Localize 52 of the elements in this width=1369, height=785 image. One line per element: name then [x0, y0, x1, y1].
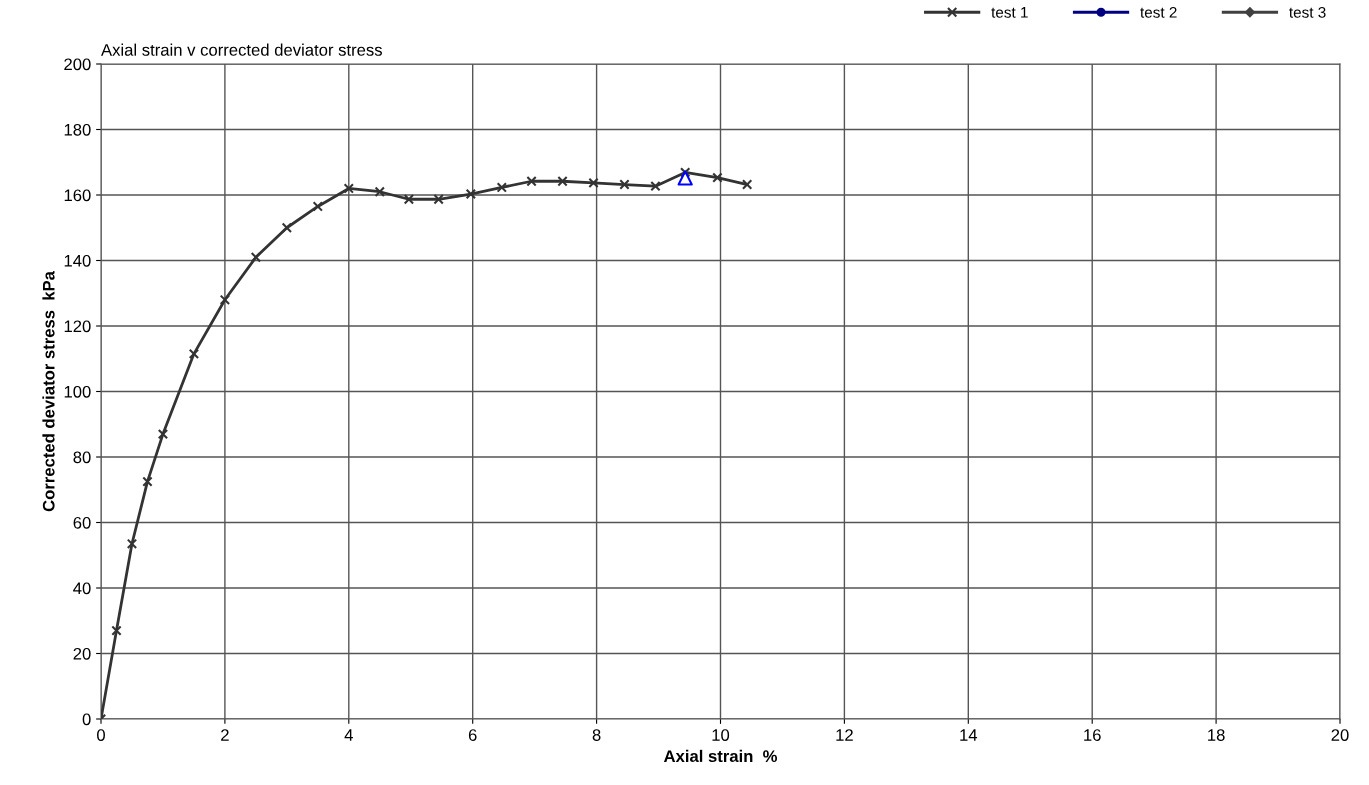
point: [343, 183, 355, 194]
x-tick-label: 6: [468, 729, 477, 741]
point: [126, 538, 138, 549]
y-tick-label: 180: [64, 123, 91, 136]
point: [679, 167, 691, 178]
x-tick-label: 20: [1331, 729, 1349, 741]
point: [496, 182, 508, 193]
point: [588, 177, 599, 189]
x-tick-label: 4: [344, 729, 353, 741]
y-tick-label: 120: [64, 320, 91, 333]
x-tick-label: 16: [1084, 729, 1101, 741]
x-tick-label: 12: [836, 729, 853, 741]
point: [557, 176, 568, 187]
x-tick-label: 0: [97, 729, 105, 741]
point: [312, 201, 324, 212]
point: [111, 625, 122, 636]
point: [188, 348, 200, 360]
point: [157, 428, 169, 440]
y-tick-label: 100: [64, 385, 91, 398]
point: [433, 194, 444, 205]
point: [281, 222, 293, 233]
point: [741, 179, 753, 190]
y-tick-label: 0: [82, 713, 91, 726]
point: [677, 170, 693, 186]
point: [712, 172, 723, 183]
legend-label: test 1: [991, 7, 1028, 18]
chart-title: Axial strain v corrected deviator stress: [101, 43, 382, 56]
y-tick-label: 60: [73, 516, 91, 529]
y-tick-label: 160: [64, 189, 91, 202]
point: [650, 180, 661, 192]
x-tick-label: 8: [592, 729, 601, 741]
x-tick-label: 14: [960, 729, 978, 741]
x-axis-title: Axial strain %: [663, 749, 778, 763]
point: [619, 179, 630, 190]
y-tick-label: 200: [64, 58, 91, 71]
x-tick-label: 2: [221, 729, 229, 741]
legend-label: test 2: [1140, 6, 1177, 18]
point: [142, 476, 153, 487]
point: [465, 188, 477, 200]
x-tick-label: 10: [712, 729, 730, 741]
y-tick-label: 20: [73, 647, 91, 660]
point: [526, 176, 537, 187]
legend-label: test 3: [1289, 6, 1326, 18]
y-tick-label: 40: [73, 582, 91, 595]
y-tick-label: 140: [64, 254, 91, 267]
point: [219, 294, 231, 306]
y-tick-label: 80: [73, 451, 91, 464]
point: [250, 252, 262, 263]
point: [374, 186, 385, 197]
x-tick-label: 18: [1208, 729, 1225, 741]
y-axis-title: Corrected deviator stress kPa: [42, 270, 55, 512]
point: [403, 194, 415, 205]
